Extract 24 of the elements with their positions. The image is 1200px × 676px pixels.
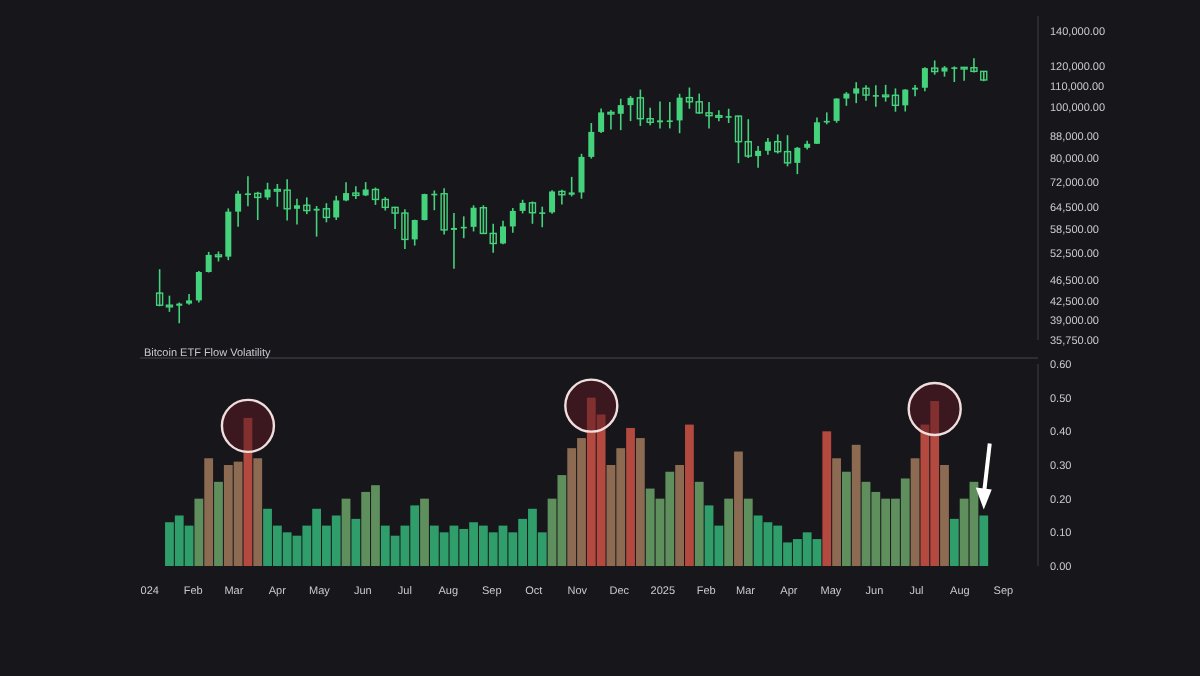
bar	[724, 498, 734, 566]
bar	[243, 417, 253, 566]
bar	[851, 444, 861, 566]
bar	[626, 427, 635, 566]
bar	[341, 498, 351, 566]
bar	[734, 451, 743, 566]
bar	[979, 515, 989, 566]
bar	[822, 431, 832, 566]
bar	[214, 481, 223, 566]
bar	[841, 471, 851, 566]
bar	[675, 465, 685, 566]
bar	[832, 458, 841, 566]
bar	[194, 498, 204, 566]
bar	[420, 498, 429, 566]
bar	[253, 458, 263, 566]
bar	[204, 458, 214, 566]
bar	[743, 498, 753, 566]
bar	[694, 481, 704, 566]
bar	[940, 465, 949, 566]
bar	[635, 438, 645, 566]
bar	[910, 458, 920, 566]
bar	[949, 518, 959, 566]
bar	[351, 518, 361, 566]
bar	[685, 424, 694, 566]
